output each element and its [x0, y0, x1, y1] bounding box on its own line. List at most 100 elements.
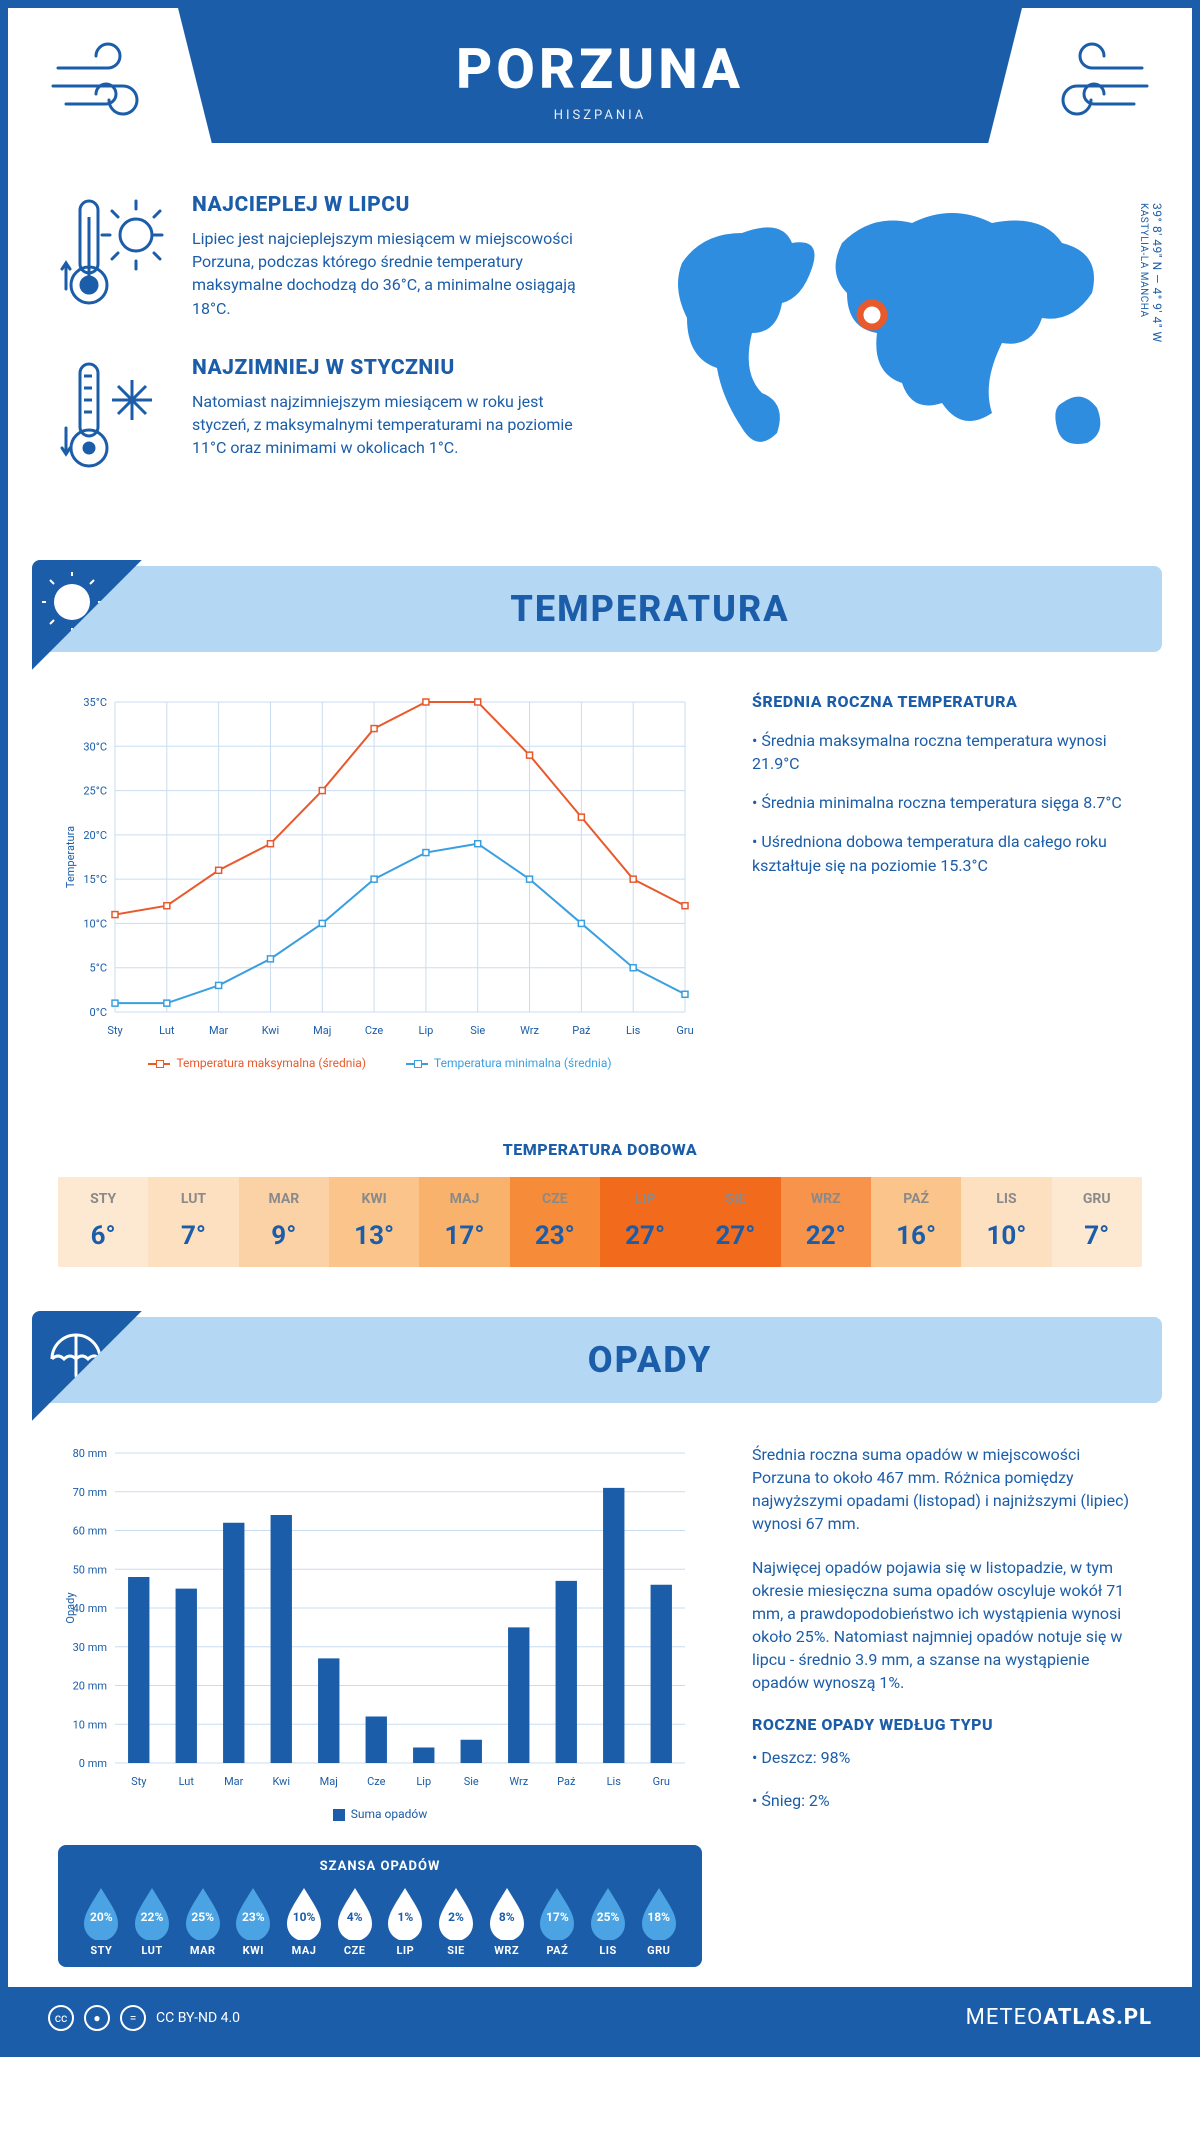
svg-text:Lut: Lut — [179, 1775, 195, 1788]
raindrop-icon: 2% — [433, 1884, 479, 1940]
temperature-title: TEMPERATURA — [168, 588, 1132, 630]
precip-bar-chart: 0 mm10 mm20 mm30 mm40 mm50 mm60 mm70 mm8… — [58, 1443, 702, 1793]
license-text: CC BY-ND 4.0 — [156, 2010, 240, 2026]
coordinates-label: 39° 8' 49" N — 4° 9' 4" W KASTYLIA-LA MA… — [1136, 203, 1164, 343]
coord-lon: 4° 9' 4" W — [1150, 287, 1164, 342]
svg-text:70 mm: 70 mm — [73, 1486, 107, 1499]
raindrop-icon: 4% — [332, 1884, 378, 1940]
precip-left: 0 mm10 mm20 mm30 mm40 mm50 mm60 mm70 mm8… — [58, 1443, 702, 1967]
chance-item: 22% LUT — [127, 1884, 178, 1957]
chance-item: 1% LIP — [380, 1884, 431, 1957]
chance-panel: SZANSA OPADÓW 20% STY 22% LUT 25% MAR 23… — [58, 1845, 702, 1967]
svg-text:20 mm: 20 mm — [73, 1679, 107, 1692]
svg-text:Mar: Mar — [224, 1775, 244, 1788]
svg-text:Maj: Maj — [320, 1775, 338, 1788]
coldest-title: NAJZIMNIEJ W STYCZNIU — [192, 356, 602, 380]
svg-text:Sty: Sty — [107, 1024, 123, 1037]
svg-text:40 mm: 40 mm — [73, 1602, 107, 1615]
svg-text:50 mm: 50 mm — [73, 1563, 107, 1576]
daily-cell: MAJ17° — [419, 1177, 509, 1267]
country-subtitle: HISZPANIA — [198, 108, 1002, 123]
license-block: cc ● = CC BY-ND 4.0 — [48, 2005, 240, 2031]
chance-item: 20% STY — [76, 1884, 127, 1957]
raindrop-icon: 18% — [636, 1884, 682, 1940]
precip-legend: Suma opadów — [58, 1807, 702, 1821]
header-wrap: PORZUNA HISZPANIA — [8, 8, 1192, 143]
raindrop-icon: 22% — [129, 1884, 175, 1940]
wind-decoration-right — [1032, 38, 1152, 143]
annual-b3: • Uśredniona dobowa temperatura dla całe… — [752, 830, 1142, 876]
daily-cell: WRZ22° — [781, 1177, 871, 1267]
svg-text:Wrz: Wrz — [520, 1024, 539, 1037]
temperature-section: 0°C5°C10°C15°C20°C25°C30°C35°CStyLutMarK… — [8, 682, 1192, 1100]
precip-p2: Najwięcej opadów pojawia się w listopadz… — [752, 1556, 1142, 1695]
raindrop-icon: 25% — [180, 1884, 226, 1940]
daily-cell: GRU7° — [1052, 1177, 1142, 1267]
world-map-icon — [652, 193, 1142, 493]
svg-text:Kwi: Kwi — [272, 1775, 290, 1788]
chance-item: 25% MAR — [177, 1884, 228, 1957]
raindrop-icon: 20% — [78, 1884, 124, 1940]
annual-b1: • Średnia maksymalna roczna temperatura … — [752, 729, 1142, 775]
thermometer-sun-icon — [58, 193, 168, 320]
temperature-chart: 0°C5°C10°C15°C20°C25°C30°C35°CStyLutMarK… — [58, 692, 702, 1070]
footer: cc ● = CC BY-ND 4.0 METEOATLAS.PL — [8, 1987, 1192, 2049]
svg-text:35°C: 35°C — [83, 696, 107, 709]
precip-t1: • Deszcz: 98% — [752, 1746, 1142, 1769]
intro-section: NAJCIEPLEJ W LIPCU Lipiec jest najcieple… — [8, 143, 1192, 546]
coldest-text: NAJZIMNIEJ W STYCZNIU Natomiast najzimni… — [192, 356, 602, 480]
warmest-text: NAJCIEPLEJ W LIPCU Lipiec jest najcieple… — [192, 193, 602, 320]
temp-legend: Temperatura maksymalna (średnia) Tempera… — [58, 1056, 702, 1070]
annual-title: ŚREDNIA ROCZNA TEMPERATURA — [752, 692, 1142, 711]
svg-text:10 mm: 10 mm — [73, 1718, 107, 1731]
warmest-block: NAJCIEPLEJ W LIPCU Lipiec jest najcieple… — [58, 193, 612, 320]
svg-text:Paź: Paź — [557, 1775, 576, 1788]
brand-a: METEO — [966, 2005, 1044, 2030]
brand-label: METEOATLAS.PL — [966, 2005, 1152, 2030]
svg-text:5°C: 5°C — [90, 961, 107, 974]
svg-text:Lip: Lip — [416, 1775, 431, 1788]
svg-text:Kwi: Kwi — [262, 1024, 280, 1037]
chance-item: 8% WRZ — [481, 1884, 532, 1957]
svg-text:Opady: Opady — [64, 1591, 77, 1623]
precip-banner: OPADY — [38, 1317, 1162, 1403]
precip-section: 0 mm10 mm20 mm30 mm40 mm50 mm60 mm70 mm8… — [8, 1433, 1192, 1987]
chance-item: 23% KWI — [228, 1884, 279, 1957]
daily-cell: SIE27° — [690, 1177, 780, 1267]
daily-cell: CZE23° — [510, 1177, 600, 1267]
warmest-body: Lipiec jest najcieplejszym miesiącem w m… — [192, 227, 602, 320]
raindrop-icon: 1% — [382, 1884, 428, 1940]
svg-text:60 mm: 60 mm — [73, 1524, 107, 1537]
page-frame: PORZUNA HISZPANIA NAJCIEPLEJ W LIPCU Lip… — [0, 0, 1200, 2057]
svg-text:Sty: Sty — [131, 1775, 147, 1788]
daily-cell: MAR9° — [239, 1177, 329, 1267]
precip-types-title: ROCZNE OPADY WEDŁUG TYPU — [752, 1715, 1142, 1734]
svg-text:Cze: Cze — [365, 1024, 384, 1037]
svg-text:10°C: 10°C — [83, 917, 107, 930]
by-icon: ● — [84, 2005, 110, 2031]
cc-icon: cc — [48, 2005, 74, 2031]
svg-text:Maj: Maj — [313, 1024, 331, 1037]
temperature-banner: TEMPERATURA — [38, 566, 1162, 652]
precip-legend-label: Suma opadów — [351, 1807, 428, 1821]
precip-t2: • Śnieg: 2% — [752, 1789, 1142, 1812]
sun-corner-icon — [32, 560, 142, 670]
svg-text:Lip: Lip — [419, 1024, 434, 1037]
daily-cell: STY6° — [58, 1177, 148, 1267]
svg-text:Sie: Sie — [464, 1775, 479, 1788]
raindrop-icon: 25% — [585, 1884, 631, 1940]
precip-p1: Średnia roczna suma opadów w miejscowośc… — [752, 1443, 1142, 1536]
coldest-block: NAJZIMNIEJ W STYCZNIU Natomiast najzimni… — [58, 356, 612, 480]
svg-text:Lut: Lut — [159, 1024, 175, 1037]
svg-text:Paź: Paź — [572, 1024, 591, 1037]
legend-max: Temperatura maksymalna (średnia) — [176, 1056, 366, 1070]
svg-text:25°C: 25°C — [83, 784, 107, 797]
chance-item: 25% LIS — [583, 1884, 634, 1957]
svg-text:Gru: Gru — [653, 1775, 670, 1788]
svg-text:20°C: 20°C — [83, 829, 107, 842]
daily-cell: PAŹ16° — [871, 1177, 961, 1267]
svg-text:30°C: 30°C — [83, 740, 107, 753]
raindrop-icon: 8% — [484, 1884, 530, 1940]
coldest-body: Natomiast najzimniejszym miesiącem w rok… — [192, 390, 602, 460]
svg-text:Lis: Lis — [626, 1024, 641, 1037]
